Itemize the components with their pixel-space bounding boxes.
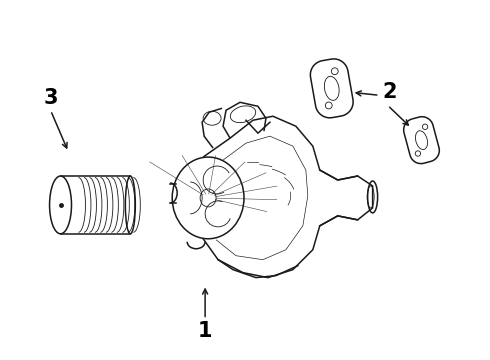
- Text: 3: 3: [43, 88, 58, 108]
- Text: 1: 1: [198, 321, 212, 341]
- Text: 2: 2: [382, 82, 397, 102]
